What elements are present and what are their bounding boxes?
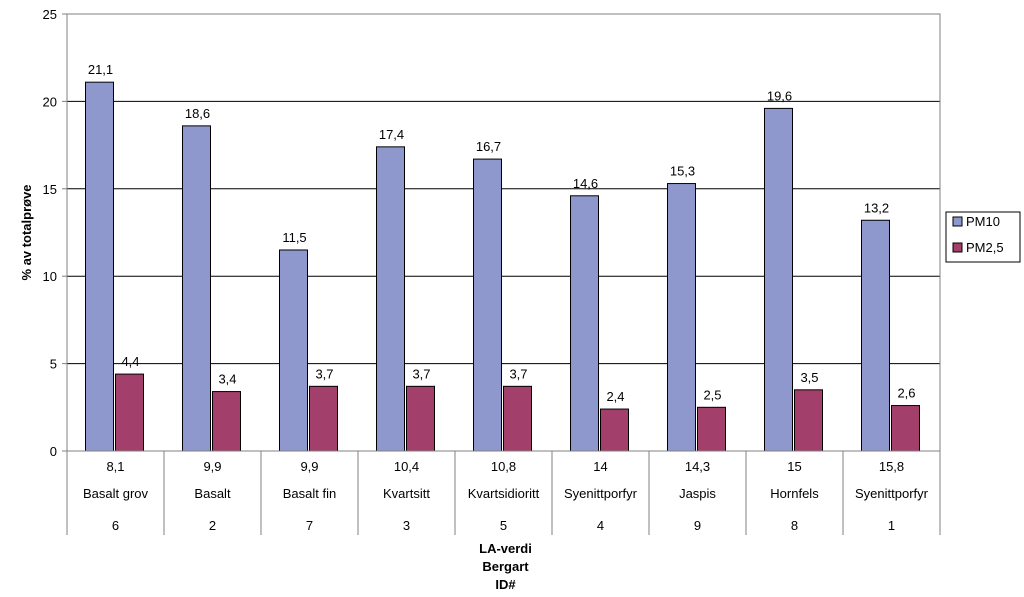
y-tick-label: 20 xyxy=(43,94,57,109)
data-label-pm10-7: 15,3 xyxy=(670,164,695,179)
legend-swatch-pm10 xyxy=(952,216,963,227)
category-la-value: 10,4 xyxy=(394,459,419,474)
category-id: 9 xyxy=(694,518,701,533)
y-tick-label: 0 xyxy=(50,444,57,459)
category-la-value: 9,9 xyxy=(203,459,221,474)
category-la-value: 10,8 xyxy=(491,459,516,474)
data-label-pm10-8: 19,6 xyxy=(767,88,792,103)
bar-pm10-1 xyxy=(85,81,114,452)
data-label-pm25-1: 4,4 xyxy=(121,354,139,369)
y-tick-label: 15 xyxy=(43,182,57,197)
category-la-value: 15 xyxy=(787,459,801,474)
data-label-pm25-2: 3,4 xyxy=(218,372,236,387)
x-axis-title-la-verdi: LA-verdi xyxy=(479,541,532,556)
bar-pm10-3 xyxy=(279,249,308,452)
data-label-pm10-1: 21,1 xyxy=(88,62,113,77)
bar-pm25-3 xyxy=(309,385,338,452)
y-tick-label: 5 xyxy=(50,357,57,372)
category-id: 4 xyxy=(597,518,604,533)
legend-swatch-pm25 xyxy=(952,242,963,253)
plot-area-border xyxy=(66,13,941,452)
bar-pm25-6 xyxy=(600,408,629,452)
y-tick-label: 25 xyxy=(43,7,57,22)
data-labels: 21,1 4,4 18,6 3,4 11,5 3,7 17,4 3,7 16,7 3,7 14,6 2… xyxy=(88,62,916,404)
data-label-pm25-4: 3,7 xyxy=(412,366,430,381)
data-label-pm25-3: 3,7 xyxy=(315,366,333,381)
data-label-pm25-9: 2,6 xyxy=(897,386,915,401)
data-label-pm10-9: 13,2 xyxy=(864,200,889,215)
category-rock-name: Jaspis xyxy=(679,486,716,501)
legend-label-pm25: PM2,5 xyxy=(966,240,1004,255)
bar-pm10-7 xyxy=(667,183,696,452)
category-id: 8 xyxy=(791,518,798,533)
category-id: 7 xyxy=(306,518,313,533)
legend-label-pm10: PM10 xyxy=(966,214,1000,229)
category-table: 8,1 Basalt grov 6 9,9 Basalt 2 9,9 Basalt fin 7 1… xyxy=(66,451,941,535)
category-rock-name: Basalt grov xyxy=(83,486,149,501)
bar-pm10-9 xyxy=(861,219,890,452)
category-la-value: 14 xyxy=(593,459,607,474)
data-label-pm10-6: 14,6 xyxy=(573,176,598,191)
data-label-pm10-5: 16,7 xyxy=(476,139,501,154)
bar-pm10-6 xyxy=(570,195,599,452)
category-id: 1 xyxy=(888,518,895,533)
category-rock-name: Syenittporfyr xyxy=(855,486,929,501)
data-label-pm10-4: 17,4 xyxy=(379,127,404,142)
category-id: 2 xyxy=(209,518,216,533)
category-rock-name: Syenittporfyr xyxy=(564,486,638,501)
data-label-pm25-5: 3,7 xyxy=(509,366,527,381)
bar-pm25-1 xyxy=(115,373,144,452)
category-rock-name: Kvartsidioritt xyxy=(468,486,540,501)
category-rock-name: Hornfels xyxy=(770,486,819,501)
category-la-value: 9,9 xyxy=(300,459,318,474)
bar-pm25-2 xyxy=(212,391,241,452)
bar-pm25-7 xyxy=(697,406,726,452)
x-axis-title-bergart: Bergart xyxy=(482,559,529,574)
category-id: 5 xyxy=(500,518,507,533)
y-axis-title: % av totalprøve xyxy=(19,184,34,280)
bar-pm25-8 xyxy=(794,389,823,452)
category-id: 6 xyxy=(112,518,119,533)
bar-pm10-8 xyxy=(764,107,793,452)
y-tick-label: 10 xyxy=(43,269,57,284)
category-la-value: 8,1 xyxy=(106,459,124,474)
category-la-value: 14,3 xyxy=(685,459,710,474)
x-axis-title-id: ID# xyxy=(495,577,516,592)
category-id: 3 xyxy=(403,518,410,533)
category-rock-name: Kvartsitt xyxy=(383,486,430,501)
category-rock-name: Basalt fin xyxy=(283,486,336,501)
data-label-pm10-2: 18,6 xyxy=(185,106,210,121)
legend: PM10 PM2,5 xyxy=(945,211,1021,263)
bars xyxy=(85,81,920,452)
bar-pm10-4 xyxy=(376,146,405,452)
bar-pm10-5 xyxy=(473,158,502,452)
bar-pm25-5 xyxy=(503,385,532,452)
data-label-pm25-7: 2,5 xyxy=(703,387,721,402)
data-label-pm10-3: 11,5 xyxy=(282,230,306,245)
category-la-value: 15,8 xyxy=(879,459,904,474)
bar-pm25-9 xyxy=(891,405,920,452)
data-label-pm25-8: 3,5 xyxy=(800,370,818,385)
category-rock-name: Basalt xyxy=(194,486,231,501)
bar-pm10-2 xyxy=(182,125,211,452)
data-label-pm25-6: 2,4 xyxy=(606,389,624,404)
bar-pm25-4 xyxy=(406,385,435,452)
y-axis-ticks: 0 5 10 15 20 25 xyxy=(43,7,67,459)
